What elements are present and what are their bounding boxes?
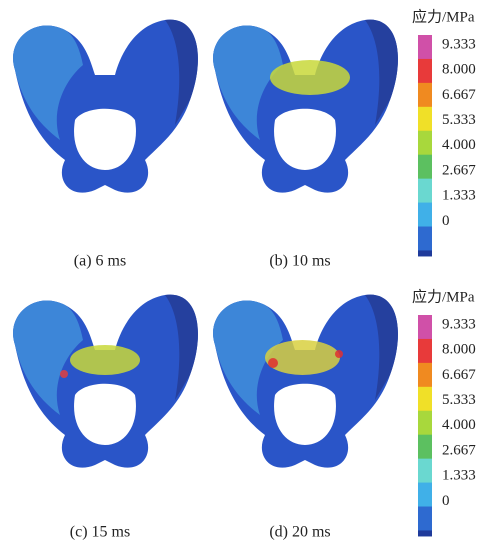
colorbar-label: 0 xyxy=(442,213,450,229)
colorbar-title: 应力/MPa xyxy=(412,7,475,25)
stress-patch xyxy=(265,340,340,375)
colorbar-label: 0 xyxy=(442,493,450,509)
colorbar-label: 2.667 xyxy=(442,162,476,178)
stress-patch xyxy=(70,345,140,375)
colorbar-swatch xyxy=(418,339,432,363)
colorbar-swatch xyxy=(418,483,432,507)
colorbar-swatch xyxy=(418,459,432,483)
pelvis-panel: (a) 6 ms xyxy=(13,20,198,270)
colorbar-label: 8.000 xyxy=(442,342,476,358)
colorbar-swatch xyxy=(418,387,432,411)
stress-patch xyxy=(268,358,278,368)
colorbar-label: 6.667 xyxy=(442,87,476,103)
pelvis-panel: (d) 20 ms xyxy=(213,295,398,541)
colorbar-swatch xyxy=(418,179,432,203)
panel-caption: (b) 10 ms xyxy=(269,253,330,270)
colorbar-title: 应力/MPa xyxy=(412,287,475,305)
colorbar-label: 9.333 xyxy=(442,316,476,332)
colorbar-label: 4.000 xyxy=(442,137,476,153)
colorbar-label: 5.333 xyxy=(442,392,476,408)
colorbar-swatch xyxy=(418,131,432,155)
colorbar-swatch xyxy=(418,203,432,227)
colorbar-swatch xyxy=(418,59,432,83)
stress-patch xyxy=(60,370,68,378)
panel-caption: (d) 20 ms xyxy=(269,524,330,541)
colorbar-end xyxy=(418,530,432,536)
figure: (a) 6 ms (b) 10 ms (c) 15 ms (d) 20 ms 应力/M… xyxy=(0,0,495,545)
colorbar-end xyxy=(418,250,432,256)
colorbar-swatch xyxy=(418,363,432,387)
colorbar-swatch xyxy=(418,35,432,59)
colorbar-label: 1.333 xyxy=(442,188,476,204)
colorbar-swatch xyxy=(418,83,432,107)
pelvis-panel: (b) 10 ms xyxy=(213,20,398,270)
panel-caption: (a) 6 ms xyxy=(74,253,126,270)
pelvis-panel: (c) 15 ms xyxy=(13,295,198,541)
colorbar-swatch xyxy=(418,315,432,339)
panel-caption: (c) 15 ms xyxy=(70,524,130,541)
colorbar-label: 1.333 xyxy=(442,468,476,484)
pelvis-image xyxy=(213,295,398,468)
colorbar-label: 9.333 xyxy=(442,36,476,52)
colorbar-swatch xyxy=(418,435,432,459)
colorbar-label: 2.667 xyxy=(442,442,476,458)
pelvis-image xyxy=(13,20,198,193)
colorbar-label: 5.333 xyxy=(442,112,476,128)
pelvis-image xyxy=(13,295,198,468)
colorbar-swatch xyxy=(418,227,432,251)
colorbar-swatch xyxy=(418,507,432,531)
colorbar-swatch xyxy=(418,411,432,435)
colorbar-swatch xyxy=(418,107,432,131)
colorbar-label: 8.000 xyxy=(442,62,476,78)
colorbar-label: 6.667 xyxy=(442,367,476,383)
pelvis-image xyxy=(213,20,398,193)
colorbar-swatch xyxy=(418,155,432,179)
stress-patch xyxy=(270,60,350,95)
stress-patch xyxy=(335,350,343,358)
colorbar-label: 4.000 xyxy=(442,417,476,433)
